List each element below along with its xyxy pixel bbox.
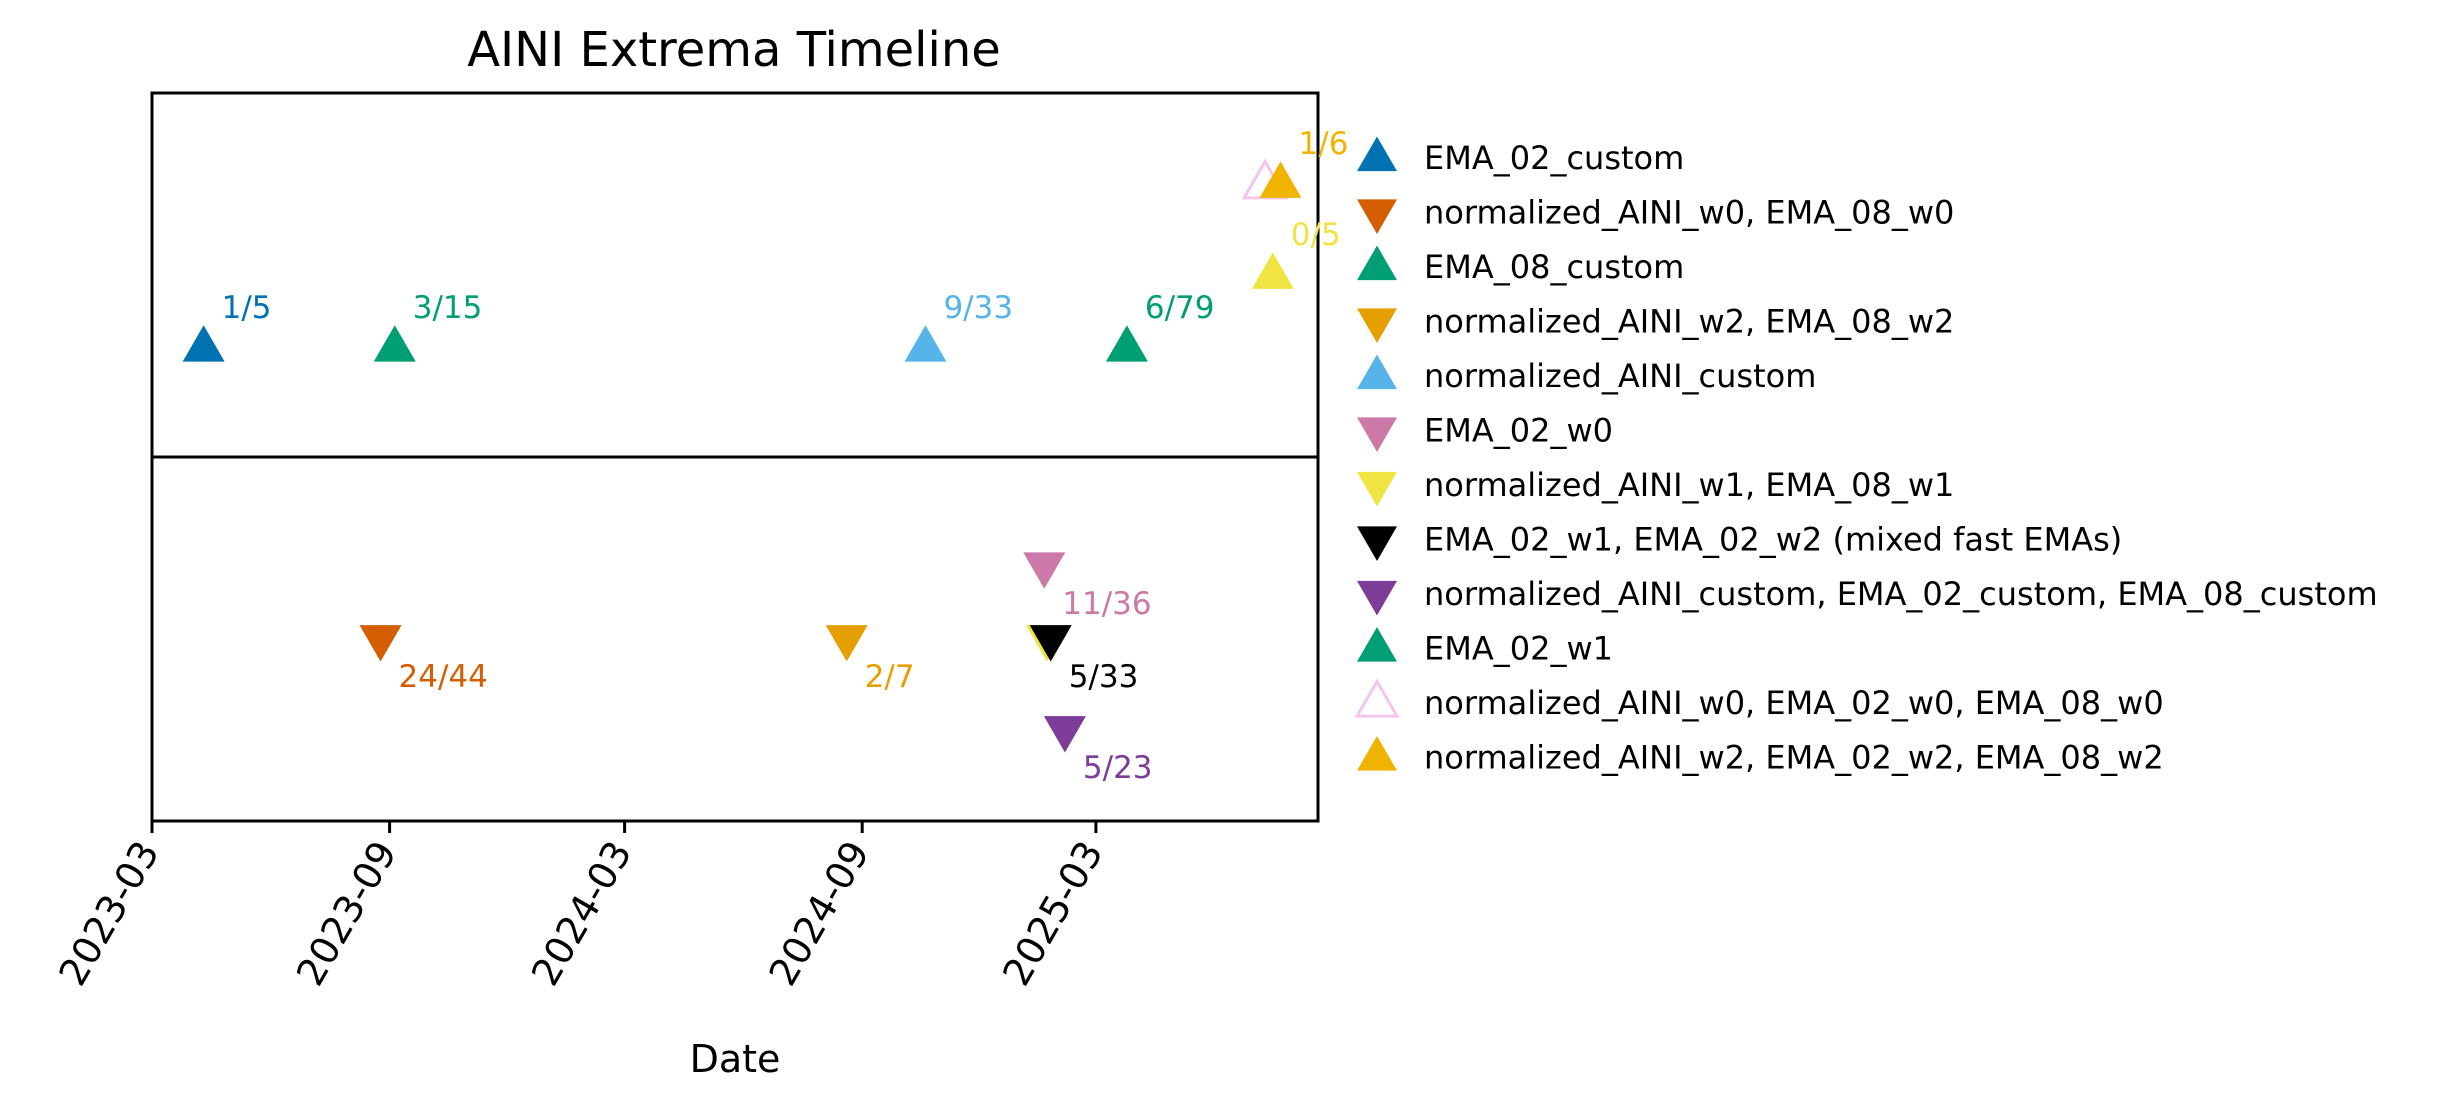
marker-normalized-aini-w2-ema-02-w2-ema-08-w2 (1259, 161, 1302, 198)
x-tick-label: 2025-03 (994, 834, 1111, 994)
legend-label: EMA_02_custom (1424, 139, 1684, 177)
data-label-ema-02-w0: 11/36 (1062, 586, 1151, 622)
legend-label: EMA_08_custom (1424, 248, 1684, 286)
x-tick-label: 2024-03 (523, 834, 640, 994)
marker-series (1251, 252, 1294, 289)
x-tick-label: 2024-09 (760, 834, 877, 994)
legend-marker-normalized-aini-w0-ema-08-w0 (1357, 199, 1397, 234)
legend-marker-normalized-aini-w1-ema-08-w1 (1357, 471, 1397, 507)
legend-label: normalized_AINI_w2, EMA_08_w2 (1424, 303, 1954, 341)
data-label-normalized-aini-w0-ema-08-w0: 24/44 (399, 659, 488, 695)
marker-ema-02-custom (182, 325, 225, 362)
x-axis-ticks: 2023-03 2023-09 2024-03 2024-09 2025-03 (50, 821, 1112, 994)
legend-marker-normalized-aini-custom (1357, 354, 1397, 390)
legend-label: normalized_AINI_w0, EMA_02_w0, EMA_08_w0 (1424, 684, 2164, 722)
data-label-normalized-aini-custom: 9/33 (943, 290, 1013, 326)
legend-marker-ema-02-w1-ema-02-w2-mixed-fast-emas (1357, 526, 1397, 561)
marker-normalized-aini-w0-ema-08-w0 (359, 625, 402, 662)
x-tick-label: 2023-03 (50, 834, 167, 994)
chart-title: AINI Extrema Timeline (467, 22, 1001, 78)
data-label-normalized-aini-w2-ema-02-w2-ema-08-w2: 1/6 (1299, 126, 1349, 162)
lower-panel-frame (150, 455, 1320, 823)
data-label-normalized-aini-custom-ema-02-custom-ema-08-custom: 5/23 (1083, 750, 1153, 786)
legend-label: normalized_AINI_w2, EMA_02_w2, EMA_08_w2 (1424, 739, 2164, 777)
legend-marker-normalized-aini-custom-ema-02-custom-ema-08-custom (1357, 580, 1397, 616)
data-labels: 1/5 24/44 3/15 2/7 9/33 11/36 5/33 5/23 6/79 1/6 0… (222, 126, 1349, 786)
legend-marker-ema-02-custom (1357, 136, 1397, 172)
legend-label: EMA_02_w0 (1424, 412, 1613, 450)
data-label-ema-02-custom: 1/5 (222, 290, 272, 326)
data-label-ema-02-w1-ema-02-w2-mixed-fast-emas: 5/33 (1069, 659, 1139, 695)
data-markers (182, 158, 1302, 753)
data-label-series: 0/5 (1291, 217, 1341, 253)
upper-panel-frame (150, 91, 1320, 459)
legend-label: normalized_AINI_w1, EMA_08_w1 (1424, 466, 1954, 504)
legend-marker-normalized-aini-w2-ema-02-w2-ema-08-w2 (1357, 736, 1397, 771)
marker-normalized-aini-custom-ema-02-custom-ema-08-custom (1043, 716, 1086, 753)
legend-label: normalized_AINI_custom (1424, 357, 1816, 395)
legend-label: normalized_AINI_w0, EMA_08_w0 (1424, 194, 1954, 232)
legend: EMA_02_custom normalized_AINI_w0, EMA_08_… (1354, 136, 2378, 777)
marker-normalized-aini-custom (904, 325, 947, 362)
data-label-normalized-aini-w2-ema-08-w2: 2/7 (865, 659, 915, 695)
marker-ema-02-w1 (1105, 325, 1148, 362)
data-label-ema-02-w1: 6/79 (1145, 290, 1215, 326)
x-tick-label: 2023-09 (288, 834, 405, 994)
marker-ema-02-w1-ema-02-w2-mixed-fast-emas (1029, 625, 1072, 662)
legend-label: EMA_02_w1, EMA_02_w2 (mixed fast EMAs) (1424, 521, 2122, 559)
legend-marker-normalized-aini-w0-ema-02-w0-ema-08-w0 (1354, 678, 1400, 718)
data-label-ema-08-custom: 3/15 (413, 290, 483, 326)
marker-normalized-aini-w2-ema-08-w2 (825, 625, 868, 662)
legend-marker-ema-02-w0 (1357, 417, 1397, 452)
legend-marker-normalized-aini-w2-ema-08-w2 (1357, 308, 1397, 343)
legend-label: normalized_AINI_custom, EMA_02_custom, E… (1424, 575, 2378, 613)
legend-label: EMA_02_w1 (1424, 630, 1613, 668)
legend-marker-ema-02-w1 (1357, 627, 1397, 662)
marker-ema-02-w0 (1023, 552, 1066, 589)
x-axis-label: Date (690, 1037, 781, 1081)
legend-marker-ema-08-custom (1357, 245, 1397, 281)
marker-ema-08-custom (373, 325, 416, 362)
